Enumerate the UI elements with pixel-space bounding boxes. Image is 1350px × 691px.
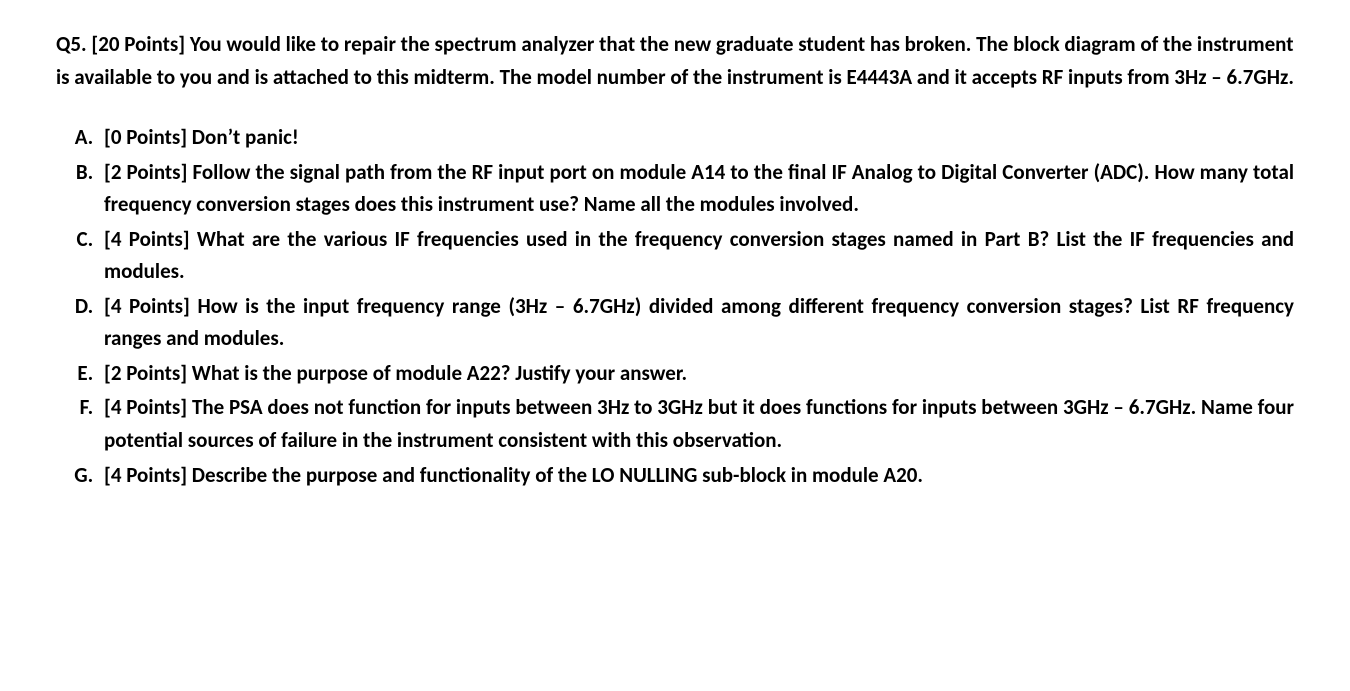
subquestion-points: [2 Points]: [104, 159, 187, 185]
subquestion-text: The PSA does not function for inputs bet…: [104, 394, 1294, 453]
subquestion-points: [0 Points]: [104, 124, 187, 150]
subquestion-points: [4 Points]: [104, 226, 190, 252]
question-prompt: You would like to repair the spectrum an…: [56, 31, 1294, 90]
subquestion-points: [4 Points]: [104, 462, 187, 488]
subquestion-item: [0 Points] Don’t panic!: [98, 121, 1294, 154]
question-number: Q5.: [56, 31, 87, 57]
question-points: [20 Points]: [91, 31, 185, 57]
subquestion-text: How is the input frequency range (3Hz – …: [104, 293, 1294, 352]
subquestion-item: [4 Points] How is the input frequency ra…: [98, 290, 1294, 355]
subquestion-text: Don’t panic!: [192, 124, 299, 150]
exam-question-page: Q5. [20 Points] You would like to repair…: [0, 0, 1350, 533]
subquestion-text: Follow the signal path from the RF input…: [104, 159, 1294, 218]
subquestion-points: [2 Points]: [104, 360, 187, 386]
subquestion-item: [4 Points] What are the various IF frequ…: [98, 223, 1294, 288]
subquestion-item: [4 Points] The PSA does not function for…: [98, 391, 1294, 456]
subquestion-item: [2 Points] What is the purpose of module…: [98, 357, 1294, 390]
subquestion-points: [4 Points]: [104, 394, 187, 420]
subquestion-item: [2 Points] Follow the signal path from t…: [98, 156, 1294, 221]
subquestion-item: [4 Points] Describe the purpose and func…: [98, 459, 1294, 492]
subquestion-text: Describe the purpose and functionality o…: [192, 462, 923, 488]
subquestion-points: [4 Points]: [104, 293, 190, 319]
question-intro: Q5. [20 Points] You would like to repair…: [56, 28, 1294, 93]
subquestion-text: What is the purpose of module A22? Justi…: [192, 360, 687, 386]
subquestion-list: [0 Points] Don’t panic![2 Points] Follow…: [56, 121, 1294, 491]
subquestion-text: What are the various IF frequencies used…: [104, 226, 1294, 285]
